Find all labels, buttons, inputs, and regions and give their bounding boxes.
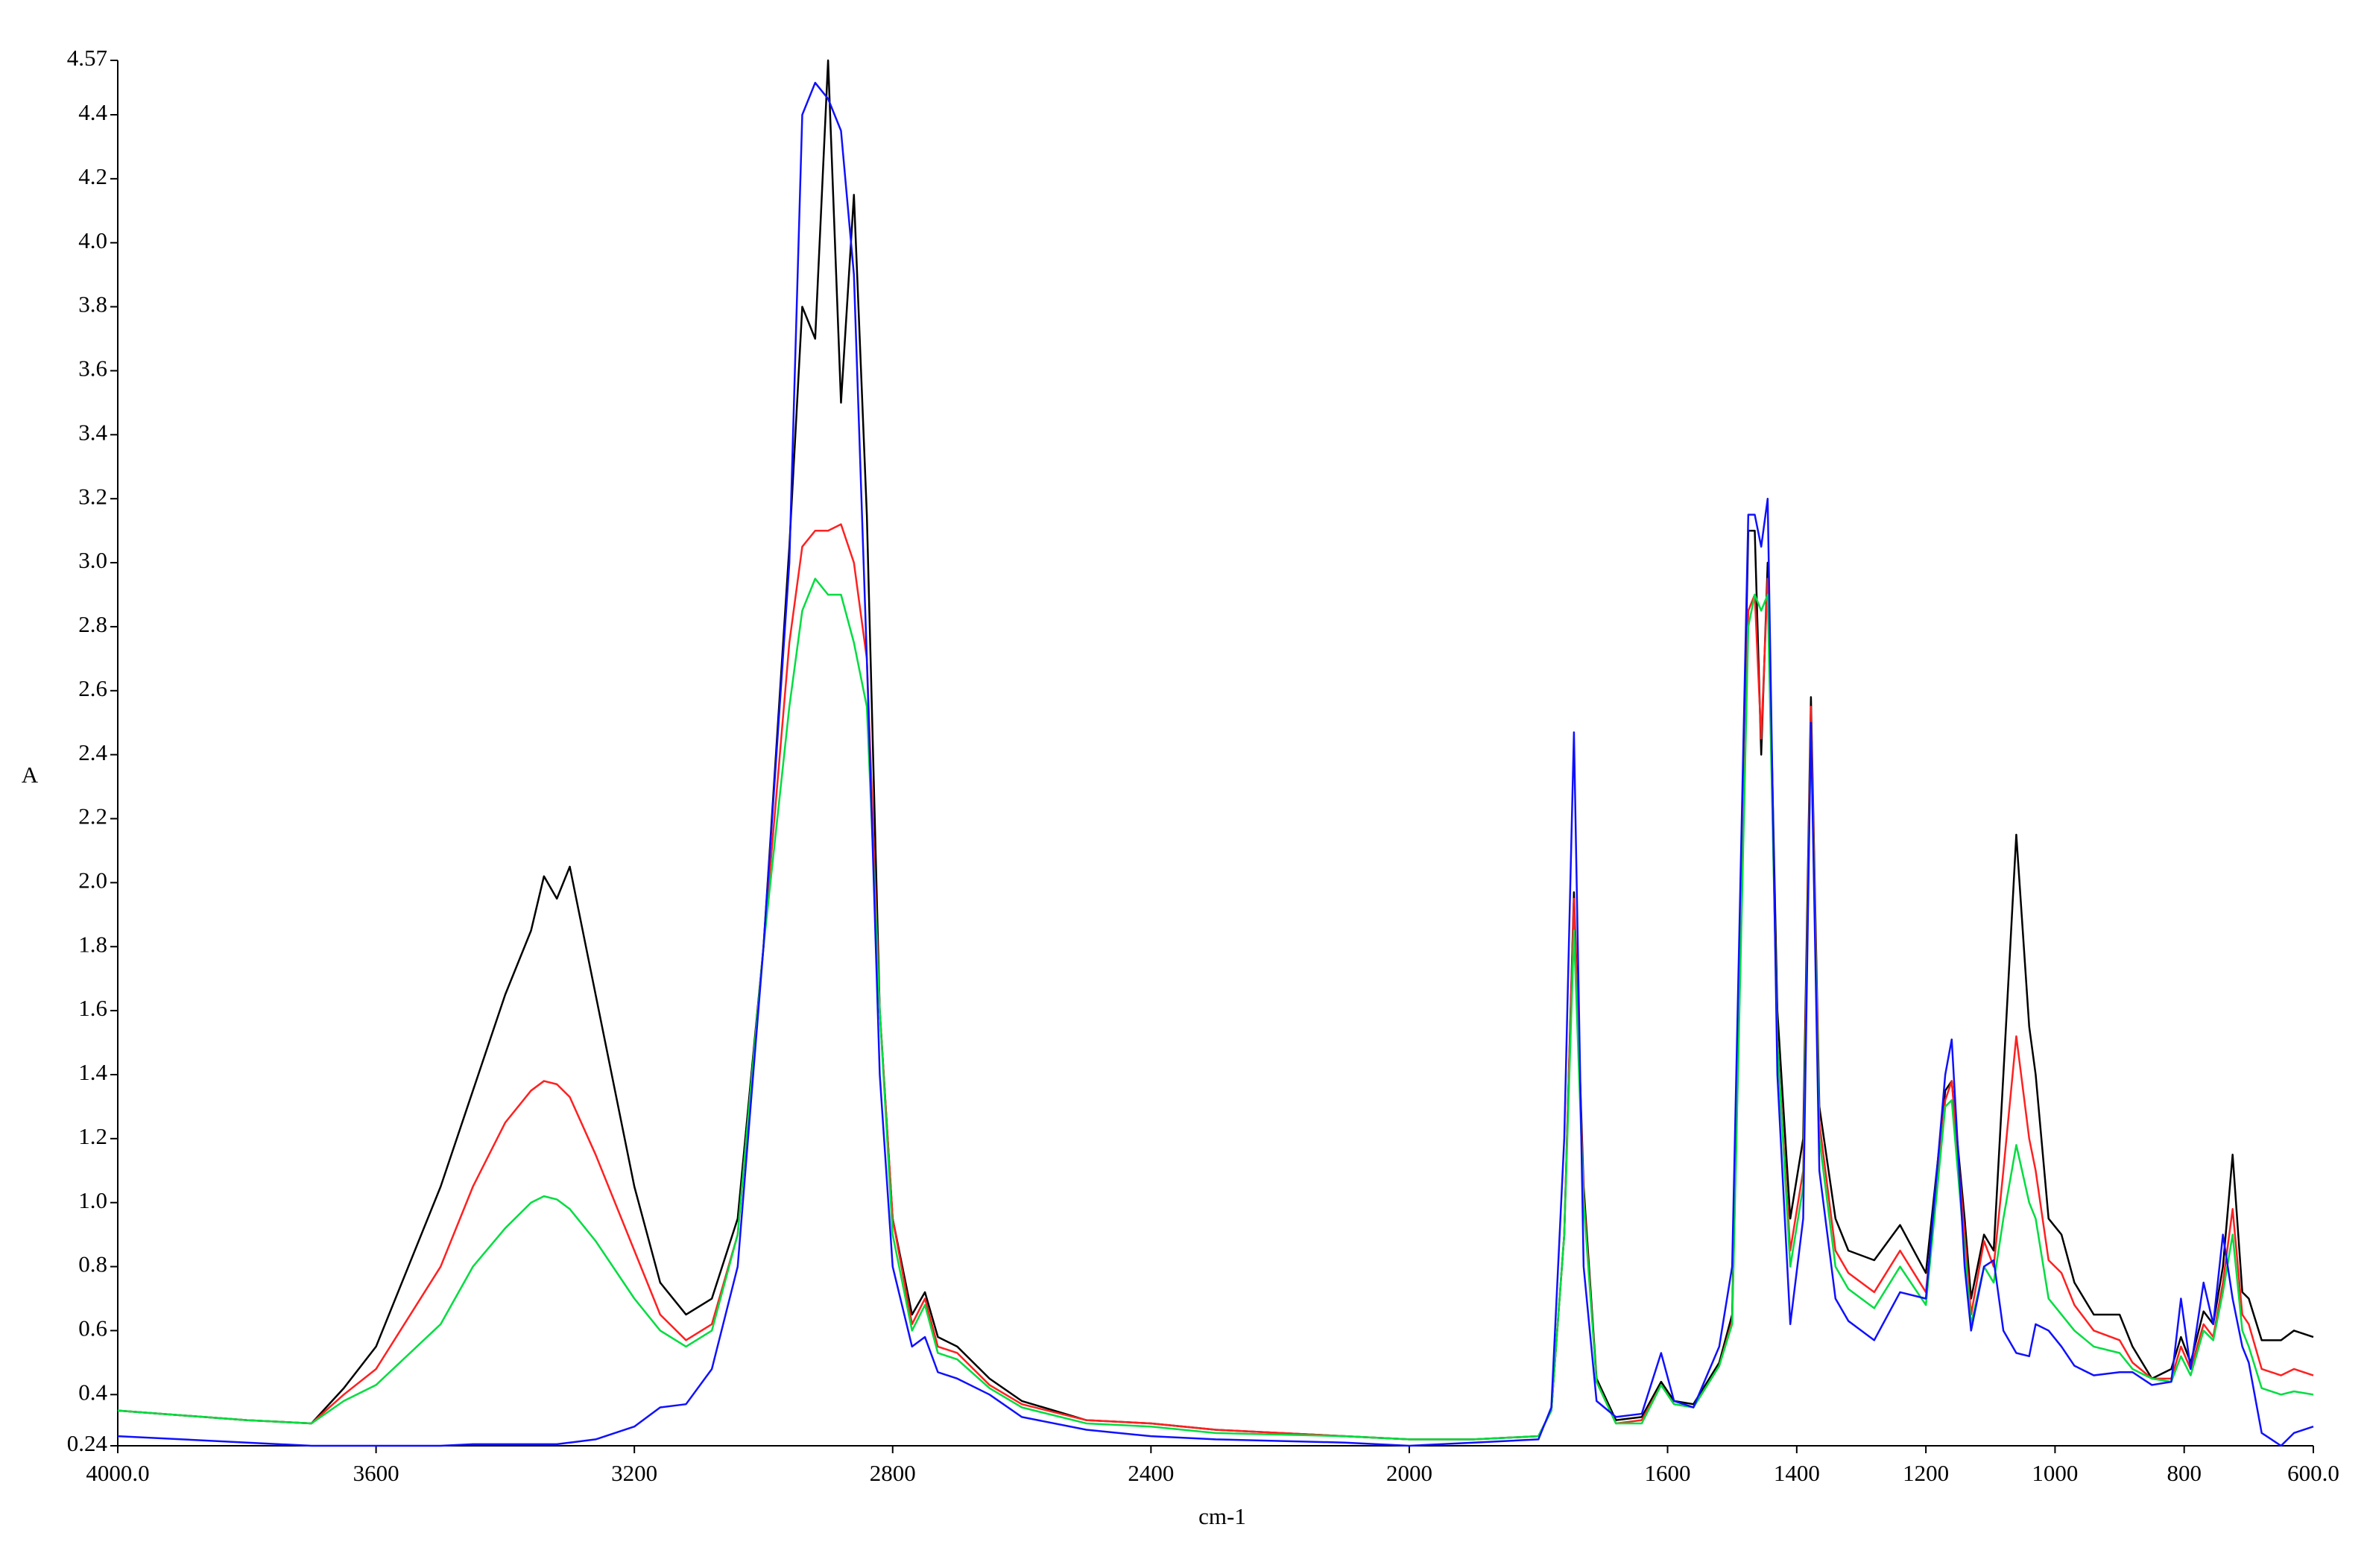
spectrum-line	[117, 59, 2314, 1441]
y-tick-label: 1.6	[78, 995, 107, 1021]
y-tick-label: 2.0	[78, 867, 107, 893]
y-tick-label: 3.0	[78, 547, 107, 573]
spectrum-line	[117, 578, 2314, 1441]
y-tick-label: 0.6	[78, 1315, 107, 1341]
x-tick-label: 2000	[1386, 1460, 1432, 1486]
x-tick-label: 1600	[1645, 1460, 1691, 1486]
y-tick-label: 3.2	[78, 483, 107, 509]
x-tick-label: 800	[2167, 1460, 2202, 1486]
y-tick-label: 3.8	[78, 291, 107, 317]
x-tick-label: 1000	[2032, 1460, 2078, 1486]
y-tick-label: 3.4	[78, 419, 107, 445]
x-tick-label: 2400	[1128, 1460, 1174, 1486]
y-tick-label: 1.8	[78, 931, 107, 957]
x-tick-label: 3200	[611, 1460, 657, 1486]
x-tick-label: 3600	[353, 1460, 399, 1486]
spectrum-line	[117, 81, 2314, 1447]
x-tick-label: 1200	[1903, 1460, 1949, 1486]
y-tick-label: 0.4	[78, 1379, 107, 1405]
y-tick-label: 1.0	[78, 1187, 107, 1213]
spectrum-line	[117, 523, 2314, 1441]
y-tick-label: 2.2	[78, 803, 107, 829]
y-tick-label: 2.4	[78, 739, 107, 765]
x-tick-label: 2800	[870, 1460, 916, 1486]
y-tick-label: 1.4	[78, 1059, 107, 1085]
y-tick-label: 4.2	[78, 163, 107, 189]
y-tick-label: 2.8	[78, 611, 107, 637]
y-tick-label: 0.8	[78, 1251, 107, 1277]
y-tick-label: 4.57	[67, 45, 107, 71]
y-tick-label: 0.24	[67, 1430, 108, 1456]
x-tick-label: 600.0	[2287, 1460, 2339, 1486]
x-tick-label: 4000.0	[86, 1460, 149, 1486]
y-tick-label: 3.6	[78, 355, 107, 382]
y-tick-label: 2.6	[78, 675, 107, 701]
x-axis-label: cm-1	[1198, 1503, 1246, 1529]
x-tick-label: 1400	[1774, 1460, 1820, 1486]
y-axis-label: A	[22, 762, 39, 788]
y-tick-label: 4.4	[78, 99, 107, 125]
y-tick-label: 4.0	[78, 227, 107, 253]
y-tick-label: 1.2	[78, 1123, 107, 1149]
